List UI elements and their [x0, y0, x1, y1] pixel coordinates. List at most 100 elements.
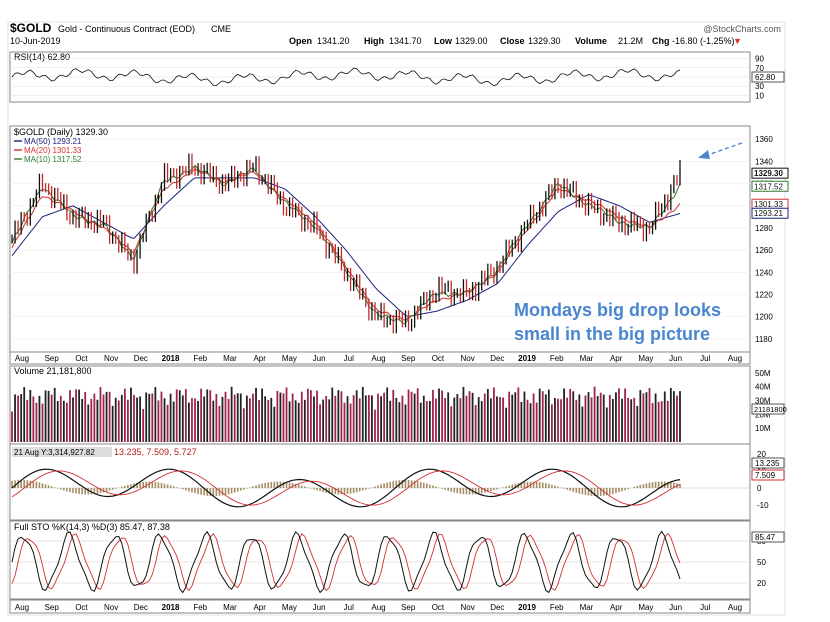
xaxis-label: Aug [728, 603, 742, 612]
sto-value-text: 85.47 [755, 533, 776, 542]
macd-tag-1 [751, 457, 785, 469]
xaxis-label: 2018 [162, 354, 180, 363]
volume-tick-label: 20M [755, 410, 771, 419]
xaxis-label: Apr [610, 354, 623, 363]
low-label: Low [434, 36, 453, 46]
price-panel: 1360134013201300128012601240122012001180… [9, 125, 789, 353]
volume-value-text: 21181800 [754, 405, 787, 414]
price-value-tag [751, 167, 789, 179]
annotation-arrow-head-icon [698, 150, 710, 159]
volume-value: 21.2M [618, 36, 643, 46]
macd-tag-2-text: 7.509 [755, 471, 776, 480]
rsi-panel: RSI(14) 62.80 9070503010 62.80 [9, 51, 785, 103]
rsi-tick-label: 30 [755, 82, 764, 91]
price-value-tag-text: 1301.33 [754, 200, 783, 209]
price-value-tag [751, 180, 789, 192]
price-legend-item: MA(50) 1293.21 [24, 137, 82, 146]
xaxis-label: Nov [104, 603, 118, 612]
xaxis-label: Apr [610, 603, 623, 612]
chg-down-icon: ▼ [733, 36, 742, 46]
xaxis-label: Feb [193, 354, 207, 363]
date-text: 10-Jun-2019 [10, 36, 61, 46]
chg-value: -16.80 (-1.25%) [672, 36, 735, 46]
xaxis-label: 2019 [518, 354, 536, 363]
low-value: 1329.00 [455, 36, 488, 46]
close-label: Close [500, 36, 525, 46]
open-label: Open [289, 36, 312, 46]
xaxis-label: Jul [700, 354, 710, 363]
xaxis-label: Feb [550, 354, 564, 363]
xaxis-label: Oct [432, 603, 445, 612]
annotation-line2: small in the big picture [514, 324, 710, 344]
xaxis-label: May [282, 354, 297, 363]
xaxis-label: Jun [669, 603, 682, 612]
volume-panel: Volume 21,181,800 50M 40M 30M 20M 10M 211818… [9, 365, 787, 445]
rsi-value-text: 62.80 [755, 73, 776, 82]
xaxis-label: May [638, 603, 653, 612]
bottom-xaxis [9, 599, 751, 614]
open-value: 1341.20 [317, 36, 350, 46]
close-value: 1329.30 [528, 36, 561, 46]
xaxis-label: Nov [461, 603, 475, 612]
price-value-tag-text: 1317.52 [754, 182, 783, 191]
macd-tick-label: 20 [757, 450, 766, 459]
xaxis-label: May [282, 603, 297, 612]
xaxis-label: Sep [45, 354, 60, 363]
high-value: 1341.70 [389, 36, 422, 46]
price-tick-label: 1200 [755, 313, 773, 322]
xaxis-label: Aug [371, 603, 385, 612]
symbol-text: $GOLD [10, 21, 52, 35]
xaxis-label: 2018 [162, 603, 180, 612]
xaxis-label: 2019 [518, 603, 536, 612]
xaxis-label: Jun [313, 354, 326, 363]
macd-tag-2 [751, 469, 785, 481]
xaxis-label: Apr [253, 603, 266, 612]
macd-tick-label: -10 [757, 501, 769, 510]
price-legend-item: MA(20) 1301.33 [24, 146, 82, 155]
xaxis-label: Jul [344, 603, 354, 612]
rsi-tick-label: 90 [755, 55, 764, 64]
description-text: Gold - Continuous Contract (EOD) [58, 24, 195, 34]
high-label: High [364, 36, 384, 46]
sto-k-line [11, 530, 681, 594]
macd-legend-values: 13.235, 7.509, 5.727 [114, 447, 197, 457]
volume-legend: Volume 21,181,800 [14, 366, 92, 376]
macd-cursor-box [12, 447, 112, 457]
rsi-line [11, 67, 681, 87]
annotation-line1: Mondays big drop looks [514, 300, 721, 320]
macd-cursor-text: 21 Aug Y:3,314,927.82 [14, 448, 95, 457]
rsi-tick-label: 70 [755, 64, 764, 73]
xaxis-label: Aug [728, 354, 742, 363]
macd-signal-line [11, 470, 681, 506]
price-tick-label: 1360 [755, 135, 773, 144]
xaxis-label: May [638, 354, 653, 363]
volume-tick-label: 50M [755, 369, 771, 378]
xaxis-label: Mar [580, 603, 594, 612]
xaxis-label: Dec [134, 354, 148, 363]
price-value-tag [751, 207, 789, 219]
xaxis-label: Mar [580, 354, 594, 363]
price-tick-label: 1280 [755, 224, 773, 233]
sto-panel: Full STO %K(14,3) %D(3) 85.47, 87.38 805… [9, 520, 785, 600]
xaxis-label: Jun [313, 603, 326, 612]
macd-panel: 20100-10 21 Aug Y:3,314,927.82 13.235, 7… [9, 443, 785, 521]
volume-label: Volume [575, 36, 607, 46]
xaxis-label: Sep [45, 603, 60, 612]
volume-tick-label: 30M [755, 396, 771, 405]
volume-tick-label: 40M [755, 383, 771, 392]
exchange-text: CME [211, 24, 231, 34]
xaxis-label: Dec [490, 354, 504, 363]
macd-tag-1-text: 13.235 [755, 459, 780, 468]
xaxis-label: Nov [461, 354, 475, 363]
rsi-legend: RSI(14) 62.80 [14, 52, 70, 62]
volume-value-tag [751, 403, 785, 415]
price-tick-label: 1220 [755, 291, 773, 300]
xaxis-label: Aug [15, 603, 29, 612]
price-tick-label: 1340 [755, 157, 773, 166]
xaxis-label: Dec [490, 603, 504, 612]
price-tick-label: 1260 [755, 246, 773, 255]
sto-value-tag [751, 531, 785, 543]
xaxis-label: Feb [193, 603, 207, 612]
